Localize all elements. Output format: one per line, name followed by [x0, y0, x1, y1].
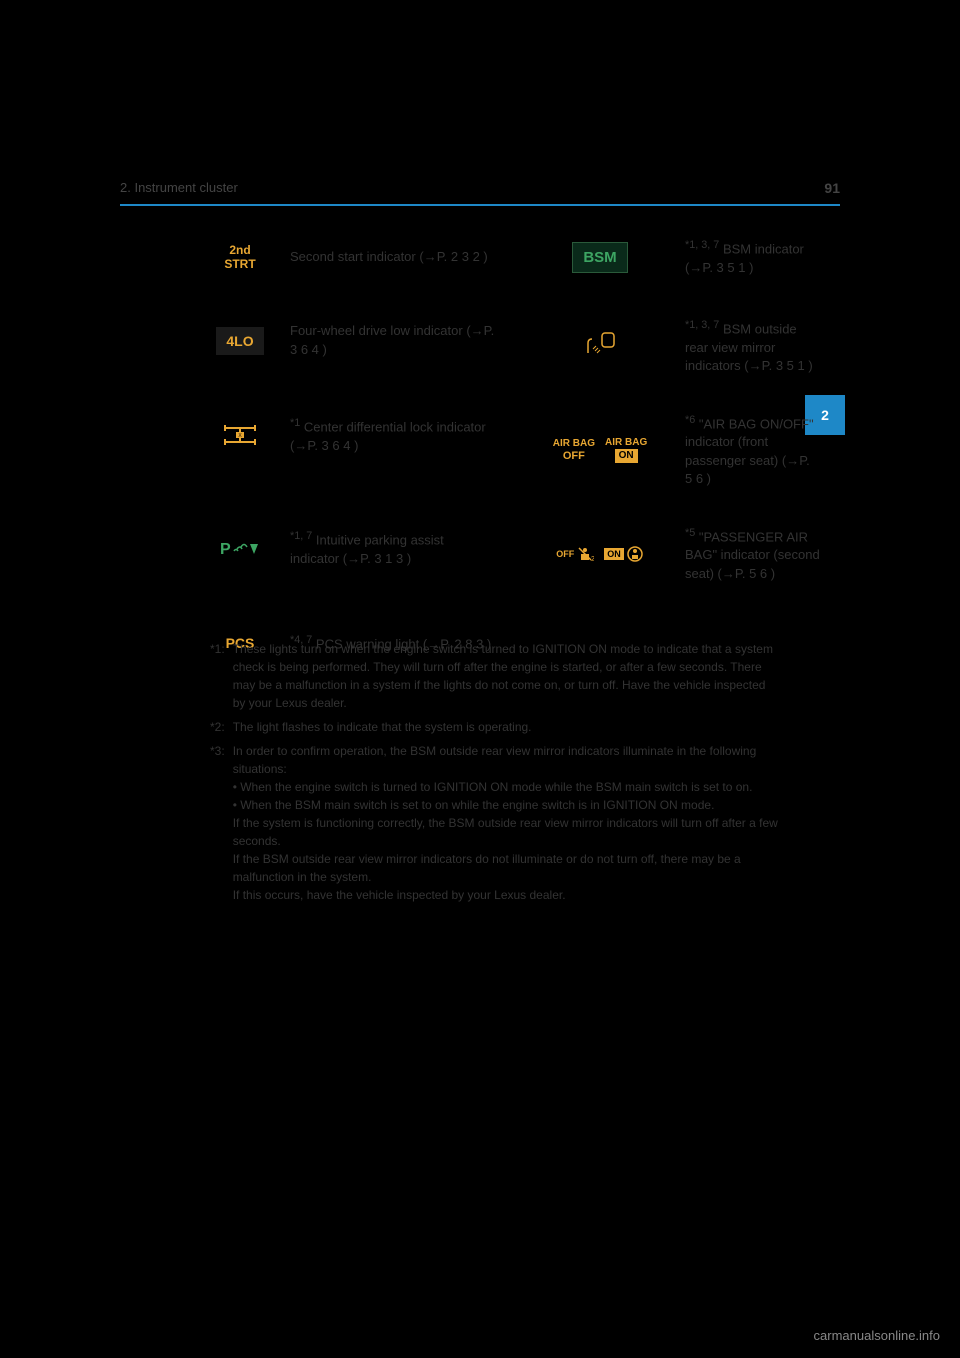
footer-watermark: carmanualsonline.info [814, 1328, 940, 1343]
indicator-airbag: AIR BAG OFF AIR BAG ON *6 "AIR BAG ON/OF… [535, 413, 820, 488]
footnote-marker: *1: [210, 640, 225, 712]
header-section: 2. Instrument cluster [120, 180, 238, 196]
footnote: *3: In order to confirm operation, the B… [210, 742, 780, 904]
indicator-row: X *1 Center differential lock indicator … [210, 413, 820, 488]
icon-4lo-text: 4LO [216, 327, 263, 355]
icon-2nd-start-text: 2nd STRT [224, 244, 255, 270]
indicator-label: *1, 7 Intuitive parking assist indicator… [290, 529, 495, 568]
page-header: 2. Instrument cluster 91 [120, 180, 840, 206]
bsm-mirror-icon [580, 331, 620, 361]
footnotes-section: *1: These lights turn on when the engine… [210, 640, 780, 910]
icon-bsm: BSM [535, 235, 665, 280]
indicator-4lo: 4LO Four-wheel drive low indicator (→P. … [210, 318, 495, 363]
indicator-label: Four-wheel drive low indicator (→P. 3 6 … [290, 322, 495, 358]
indicator-row: 4LO Four-wheel drive low indicator (→P. … [210, 318, 820, 375]
pass-airbag-off-icon: OFF 2 [556, 546, 594, 562]
footnote: *1: These lights turn on when the engine… [210, 640, 780, 712]
icon-2nd-start: 2nd STRT [210, 235, 270, 280]
diff-lock-icon: X [220, 420, 260, 450]
indicator-label: *1, 3, 7 BSM indicator (→P. 3 5 1 ) [685, 238, 820, 277]
header-divider [120, 204, 840, 206]
header-page-number: 91 [824, 180, 840, 196]
indicator-label: *1, 3, 7 BSM outside rear view mirror in… [685, 318, 820, 375]
footnote-marker: *3: [210, 742, 225, 904]
svg-text:P: P [220, 541, 231, 558]
svg-text:2: 2 [591, 556, 594, 562]
indicator-bsm: BSM *1, 3, 7 BSM indicator (→P. 3 5 1 ) [535, 235, 820, 280]
indicator-bsm-mirror: *1, 3, 7 BSM outside rear view mirror in… [535, 318, 820, 375]
indicator-label: *1 Center differential lock indicator (→… [290, 416, 495, 455]
icon-4lo: 4LO [210, 318, 270, 363]
footnote: *2: The light flashes to indicate that t… [210, 718, 780, 736]
airbag-on-icon: AIR BAG ON [605, 437, 647, 463]
pass-airbag-on-icon: ON [604, 546, 644, 562]
airbag-icon-container: AIR BAG OFF AIR BAG ON [553, 437, 647, 463]
indicator-diff-lock: X *1 Center differential lock indicator … [210, 413, 495, 458]
airbag-off-icon: AIR BAG OFF [553, 438, 595, 463]
indicator-parking: P *1, 7 Intuitive parking assist indicat… [210, 526, 495, 571]
footnote-text: The light flashes to indicate that the s… [233, 718, 532, 736]
icon-airbag: AIR BAG OFF AIR BAG ON [535, 428, 665, 473]
icon-diff-lock: X [210, 413, 270, 458]
icon-pass-airbag: OFF 2 ON [535, 532, 665, 577]
chapter-number: 2 [821, 407, 829, 423]
header-title-row: 2. Instrument cluster 91 [120, 180, 840, 196]
indicator-row: 2nd STRT Second start indicator (→P. 2 3… [210, 235, 820, 280]
pass-airbag-icon-container: OFF 2 ON [556, 546, 644, 562]
icon-parking: P [210, 526, 270, 571]
indicator-2nd-start: 2nd STRT Second start indicator (→P. 2 3… [210, 235, 495, 280]
footnote-text: In order to confirm operation, the BSM o… [233, 742, 780, 904]
icon-bsm-mirror [535, 324, 665, 369]
indicator-label: Second start indicator (→P. 2 3 2 ) [290, 248, 488, 266]
indicator-row: P *1, 7 Intuitive parking assist indicat… [210, 526, 820, 583]
content-area: 2nd STRT Second start indicator (→P. 2 3… [210, 235, 820, 704]
indicator-pass-airbag: OFF 2 ON [535, 526, 820, 583]
indicator-label: *5 "PASSENGER AIR BAG" indicator (second… [685, 526, 820, 583]
footnote-text: These lights turn on when the engine swi… [233, 640, 780, 712]
indicator-label: *6 "AIR BAG ON/OFF" indicator (front pas… [685, 413, 820, 488]
footnote-marker: *2: [210, 718, 225, 736]
icon-bsm-text: BSM [572, 242, 627, 273]
parking-icon: P [218, 536, 263, 561]
